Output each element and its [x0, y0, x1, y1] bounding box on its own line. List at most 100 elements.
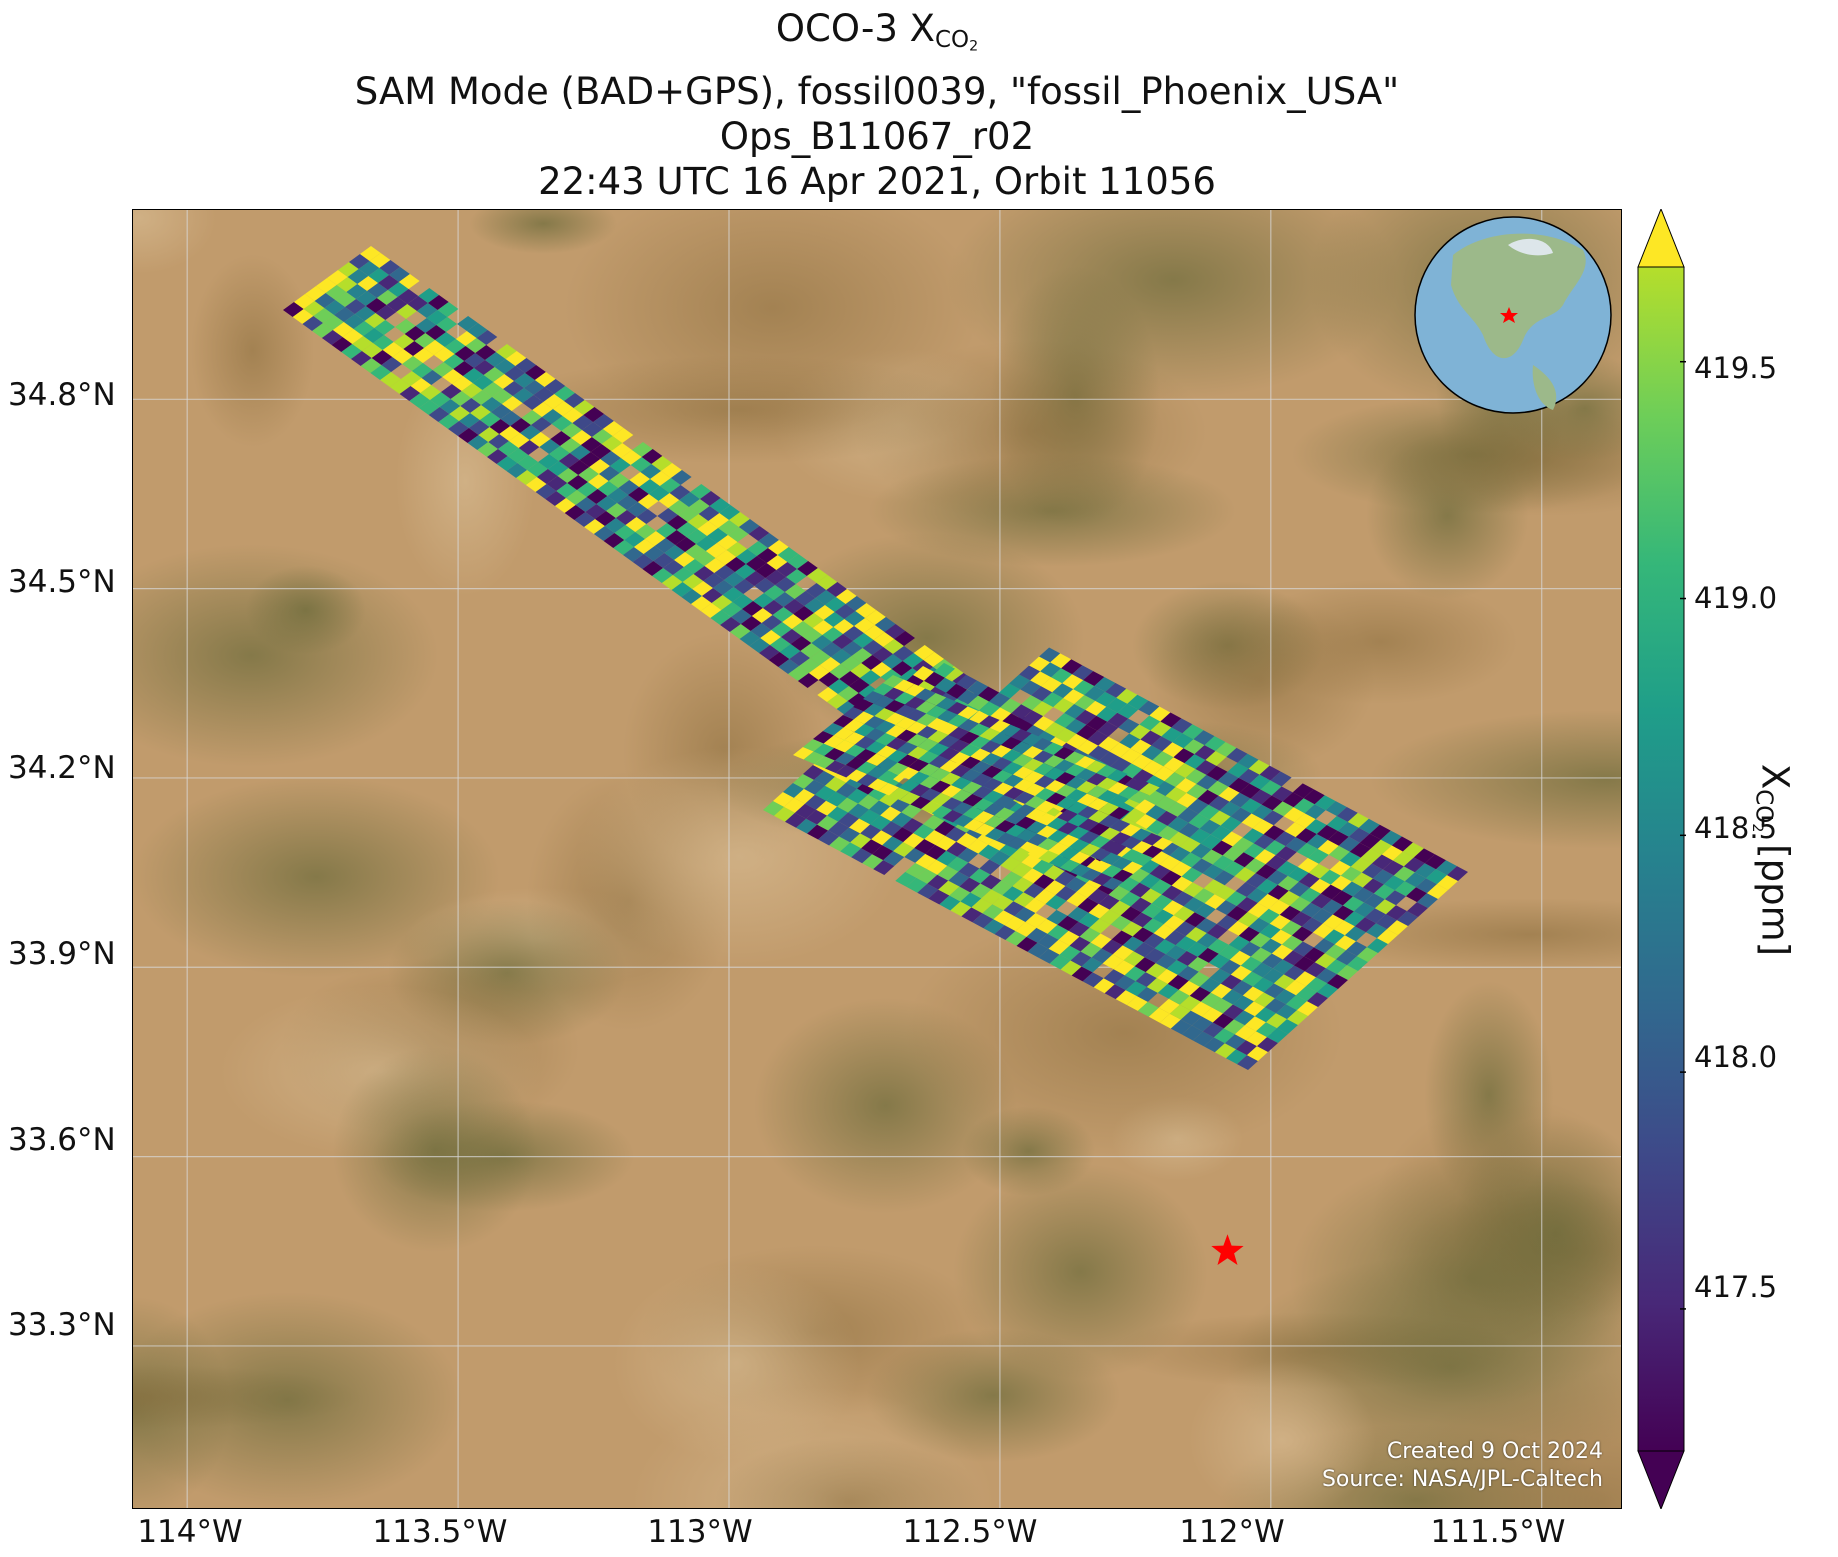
sounding-cell: [1339, 851, 1361, 867]
sounding-cell: [783, 783, 804, 798]
sounding-cell: [817, 815, 839, 831]
sounding-cell: [1194, 903, 1216, 919]
sounding-cell: [483, 367, 505, 382]
sounding-cell: [703, 573, 724, 588]
sounding-cell: [1171, 876, 1193, 892]
sounding-cell: [1043, 865, 1065, 881]
sounding-cell: [371, 350, 393, 365]
sounding-cell: [950, 764, 971, 777]
sounding-cell: [449, 406, 471, 421]
sounding-cell: [1058, 834, 1079, 847]
sounding-cell: [854, 618, 875, 633]
sounding-cell: [1159, 1013, 1181, 1029]
sounding-cell: [652, 568, 673, 583]
sounding-cell: [1020, 680, 1042, 696]
chart-title: OCO-3 XCO2 SAM Mode (BAD+GPS), fossil003…: [132, 6, 1622, 204]
sounding-cell: [461, 383, 483, 398]
sounding-cell: [1187, 956, 1209, 972]
sounding-cell: [894, 692, 915, 705]
sounding-cell: [1079, 927, 1101, 943]
sounding-cell: [1353, 902, 1375, 918]
sounding-cell: [399, 386, 421, 401]
sounding-cell: [1148, 1007, 1170, 1023]
sounding-cell: [1113, 960, 1135, 976]
sounding-cell: [990, 732, 1011, 745]
sounding-cell: [1016, 936, 1038, 952]
sounding-cell: [1251, 962, 1273, 978]
sounding-cell: [509, 433, 530, 448]
sounding-cell: [597, 481, 619, 496]
title-line-3: Ops_B11067_r02: [719, 115, 1035, 159]
sounding-cell: [972, 786, 993, 799]
sounding-cell: [1160, 712, 1182, 728]
sounding-cell: [855, 603, 877, 618]
sounding-cell: [1074, 695, 1096, 710]
sounding-cell: [1211, 998, 1233, 1014]
sounding-cell: [482, 382, 504, 397]
sounding-cell: [931, 793, 952, 806]
lon-tick-4: 112°W: [1179, 1514, 1285, 1550]
map-panel[interactable]: Created 9 Oct 2024 Source: NASA/JPL-Calt…: [132, 209, 1622, 1509]
sounding-cell: [1085, 700, 1107, 716]
xco2-soundings: [283, 246, 1468, 1070]
sounding-cell: [1085, 760, 1107, 773]
sounding-cell: [1185, 769, 1207, 784]
sounding-cell: [935, 677, 957, 693]
sounding-cell: [640, 464, 662, 479]
sounding-cell: [914, 839, 936, 854]
sounding-cell: [1002, 762, 1023, 775]
sounding-cell: [1080, 942, 1102, 958]
sounding-cell: [913, 645, 935, 660]
sounding-cell: [600, 451, 621, 466]
sounding-cell: [438, 414, 460, 429]
sounding-cell: [1006, 837, 1027, 850]
colorbar-gradient: [1637, 266, 1685, 1452]
sounding-cell: [534, 372, 556, 387]
sounding-cell: [352, 336, 373, 351]
sounding-cell: [368, 268, 390, 283]
sounding-cell: [632, 554, 654, 569]
sounding-cell: [934, 821, 956, 836]
sounding-cell: [1098, 802, 1119, 815]
sounding-cell: [1340, 866, 1362, 882]
sounding-cell: [578, 467, 599, 482]
sounding-cell: [880, 669, 902, 684]
sounding-cell: [828, 679, 849, 694]
sounding-cell: [936, 697, 957, 710]
sounding-cell: [1259, 923, 1281, 939]
sounding-cell: [1001, 871, 1023, 887]
sounding-cell: [566, 490, 587, 505]
sounding-cell: [1170, 1019, 1192, 1035]
sounding-cell: [1236, 1040, 1257, 1056]
sounding-cell: [971, 761, 992, 774]
sounding-cell: [1140, 730, 1162, 746]
sounding-cell: [312, 323, 333, 338]
sounding-cell: [536, 469, 558, 484]
sounding-cell: [336, 277, 358, 292]
sounding-cell: [1071, 966, 1093, 982]
sounding-cell: [813, 743, 835, 756]
sounding-cell: [828, 821, 850, 837]
sounding-cell: [358, 261, 380, 276]
sounding-cell: [1237, 911, 1259, 927]
sounding-cell: [1048, 939, 1070, 955]
sounding-cell: [669, 485, 691, 500]
sounding-cell: [555, 498, 576, 513]
sounding-cell: [973, 811, 995, 824]
sounding-cell: [807, 824, 829, 840]
sounding-cell: [887, 750, 908, 763]
sounding-cell: [327, 270, 348, 285]
sounding-cell: [1124, 808, 1146, 823]
sounding-cell: [419, 400, 440, 415]
sounding-cell: [414, 333, 436, 348]
sounding-cell: [1393, 866, 1415, 882]
sounding-cell: [985, 828, 1006, 841]
sounding-cell: [1078, 818, 1099, 831]
sounding-cell: [1322, 914, 1344, 930]
sounding-cell: [1237, 1055, 1258, 1070]
sounding-cell: [1204, 894, 1226, 910]
sounding-cell: [696, 536, 717, 551]
sounding-cell: [1215, 742, 1237, 757]
sounding-cell: [302, 316, 324, 331]
sounding-cell: [501, 396, 523, 411]
